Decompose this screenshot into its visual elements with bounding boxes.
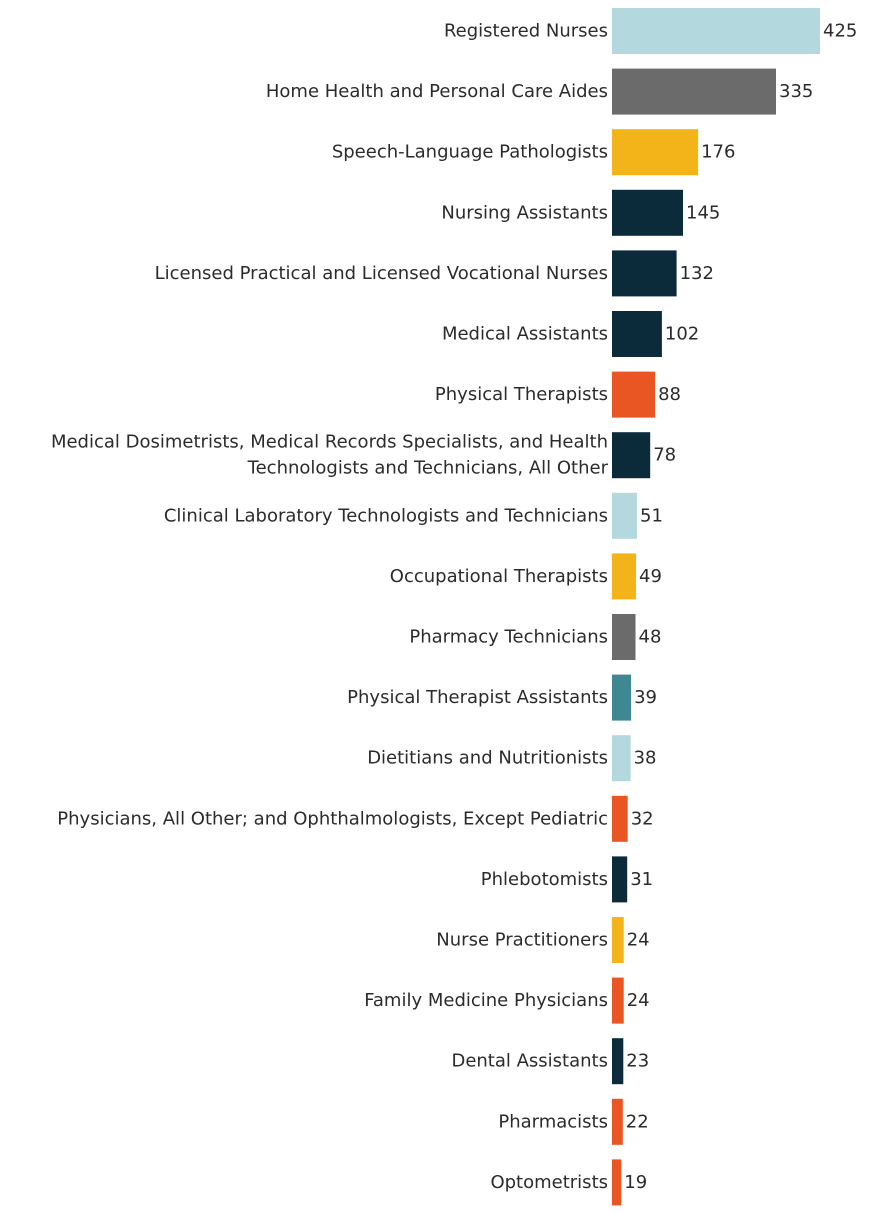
- value-label: 24: [627, 930, 650, 951]
- bar: [612, 189, 683, 236]
- value-label: 19: [624, 1172, 647, 1193]
- bar: [612, 553, 636, 600]
- bar: [612, 68, 776, 115]
- value-label: 51: [640, 505, 663, 526]
- bar: [612, 129, 699, 176]
- category-label: Physical Therapist Assistants: [347, 687, 608, 708]
- bar: [612, 977, 624, 1024]
- value-label: 88: [658, 384, 681, 405]
- category-labels-layer: Registered Nurses Home Health and Persona…: [51, 21, 609, 1193]
- value-label: 176: [701, 142, 735, 163]
- bar: [612, 856, 628, 903]
- bar: [612, 1159, 622, 1206]
- value-label: 335: [779, 81, 813, 102]
- value-label: 48: [639, 627, 662, 648]
- value-label: 132: [680, 263, 714, 284]
- category-label: Home Health and Personal Care Aides: [266, 81, 608, 102]
- category-label: Medical Assistants: [442, 324, 608, 345]
- value-label: 32: [631, 808, 654, 829]
- category-label: Phlebotomists: [481, 869, 608, 890]
- value-labels-layer: 425 335 176 145 132 102 88 78 51 49 48 39 38 32 31 24 24…: [624, 21, 857, 1193]
- value-label: 49: [639, 566, 662, 587]
- category-label: Licensed Practical and Licensed Vocation…: [155, 263, 608, 284]
- bar: [612, 311, 662, 357]
- bar: [612, 432, 651, 479]
- category-label: Physical Therapists: [435, 384, 608, 405]
- value-label: 38: [634, 748, 657, 769]
- value-label: 23: [626, 1051, 649, 1072]
- category-label: Nurse Practitioners: [436, 930, 608, 951]
- value-label: 425: [823, 21, 857, 42]
- value-label: 22: [626, 1111, 649, 1132]
- bar: [612, 8, 820, 54]
- value-label: 39: [634, 687, 657, 708]
- value-label: 145: [686, 202, 720, 223]
- category-label: Nursing Assistants: [441, 202, 608, 223]
- category-label: Optometrists: [490, 1172, 608, 1193]
- category-label: Physicians, All Other; and Ophthalmologi…: [57, 808, 608, 829]
- bar: [612, 1038, 624, 1085]
- bar: [612, 735, 631, 782]
- bar: [612, 371, 656, 418]
- bar: [612, 1098, 623, 1145]
- bar: [612, 917, 624, 963]
- value-label: 102: [665, 324, 699, 345]
- category-label: Dental Assistants: [451, 1051, 608, 1072]
- value-label: 78: [653, 445, 676, 466]
- category-label: Pharmacy Technicians: [409, 627, 608, 648]
- bars-layer: [612, 8, 820, 1206]
- category-label: Clinical Laboratory Technologists and Te…: [164, 505, 608, 526]
- bar: [612, 795, 628, 842]
- category-label: Occupational Therapists: [390, 566, 608, 587]
- bar: [612, 492, 637, 539]
- category-label: Family Medicine Physicians: [364, 990, 608, 1011]
- category-label: Medical Dosimetrists, Medical Records Sp…: [51, 432, 609, 479]
- value-label: 24: [627, 990, 650, 1011]
- bar: [612, 674, 632, 721]
- bar: [612, 614, 636, 660]
- category-label: Dietitians and Nutritionists: [367, 748, 608, 769]
- bar: [612, 250, 677, 297]
- value-label: 31: [630, 869, 653, 890]
- category-label: Pharmacists: [498, 1111, 608, 1132]
- category-label: Registered Nurses: [444, 21, 608, 42]
- category-label: Speech-Language Pathologists: [332, 142, 608, 163]
